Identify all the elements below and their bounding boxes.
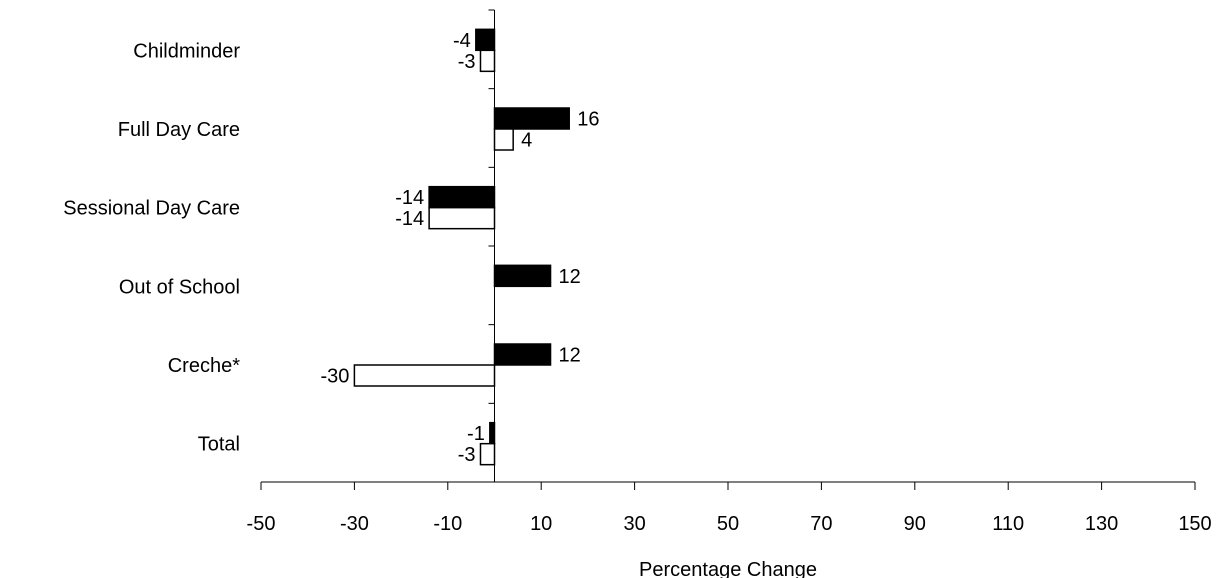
value-label-full-day-care-s2: 4: [521, 130, 532, 152]
bar-total-s1: [489, 421, 496, 445]
category-label-sessional-day-care: Sessional Day Care: [63, 198, 240, 220]
bar-out-of-school-s1: [493, 264, 552, 288]
value-label-creche-s1: 12: [559, 345, 581, 367]
category-label-creche: Creche*: [168, 355, 240, 377]
value-label-childminder-s2: -3: [458, 51, 476, 73]
bar-creche-s1: [493, 343, 552, 366]
category-label-total: Total: [198, 434, 240, 456]
x-tick-label: 50: [717, 513, 739, 535]
x-tick-label: 110: [992, 513, 1024, 535]
value-label-sessional-day-care-s2: -14: [395, 208, 424, 230]
axes-group: [260, 9, 1196, 490]
bar-childminder-s2: [479, 49, 496, 73]
x-tick-label: 30: [623, 513, 645, 535]
bars-group: [353, 28, 570, 466]
x-tick-label: 10: [530, 513, 552, 535]
category-label-childminder: Childminder: [133, 40, 240, 62]
x-tick-label: 130: [1085, 513, 1118, 535]
x-axis-title: Percentage Change: [639, 559, 817, 578]
bar-creche-s2: [353, 364, 496, 387]
category-label-full-day-care: Full Day Care: [118, 119, 240, 141]
bar-full-day-care-s2: [493, 128, 514, 151]
bar-full-day-care-s1: [493, 107, 570, 130]
value-label-childminder-s1: -4: [453, 30, 471, 52]
x-tick-label: -10: [433, 513, 462, 535]
value-label-out-of-school-s1: 12: [559, 266, 581, 288]
value-label-full-day-care-s1: 16: [577, 109, 599, 131]
x-tick-label: 90: [904, 513, 926, 535]
value-label-total-s2: -3: [458, 444, 476, 466]
value-label-creche-s2: -30: [320, 366, 349, 388]
bar-sessional-day-care-s2: [428, 206, 496, 230]
category-label-out-of-school: Out of School: [119, 276, 240, 298]
value-label-total-s1: -1: [467, 423, 485, 445]
x-tick-label: 70: [810, 513, 832, 535]
category-labels-group: Childminder Full Day Care Sessional Day Ca…: [63, 40, 240, 455]
x-tick-label: -50: [247, 513, 276, 535]
tick-labels-group: -50 -30 -10 10 30 50 70 90 110 130 150: [247, 513, 1212, 535]
bar-sessional-day-care-s1: [428, 185, 496, 209]
value-label-sessional-day-care-s1: -14: [395, 187, 424, 209]
x-tick-label: -30: [340, 513, 369, 535]
x-tick-label: 150: [1178, 513, 1211, 535]
bar-total-s2: [479, 442, 496, 466]
bar-childminder-s1: [475, 28, 496, 52]
